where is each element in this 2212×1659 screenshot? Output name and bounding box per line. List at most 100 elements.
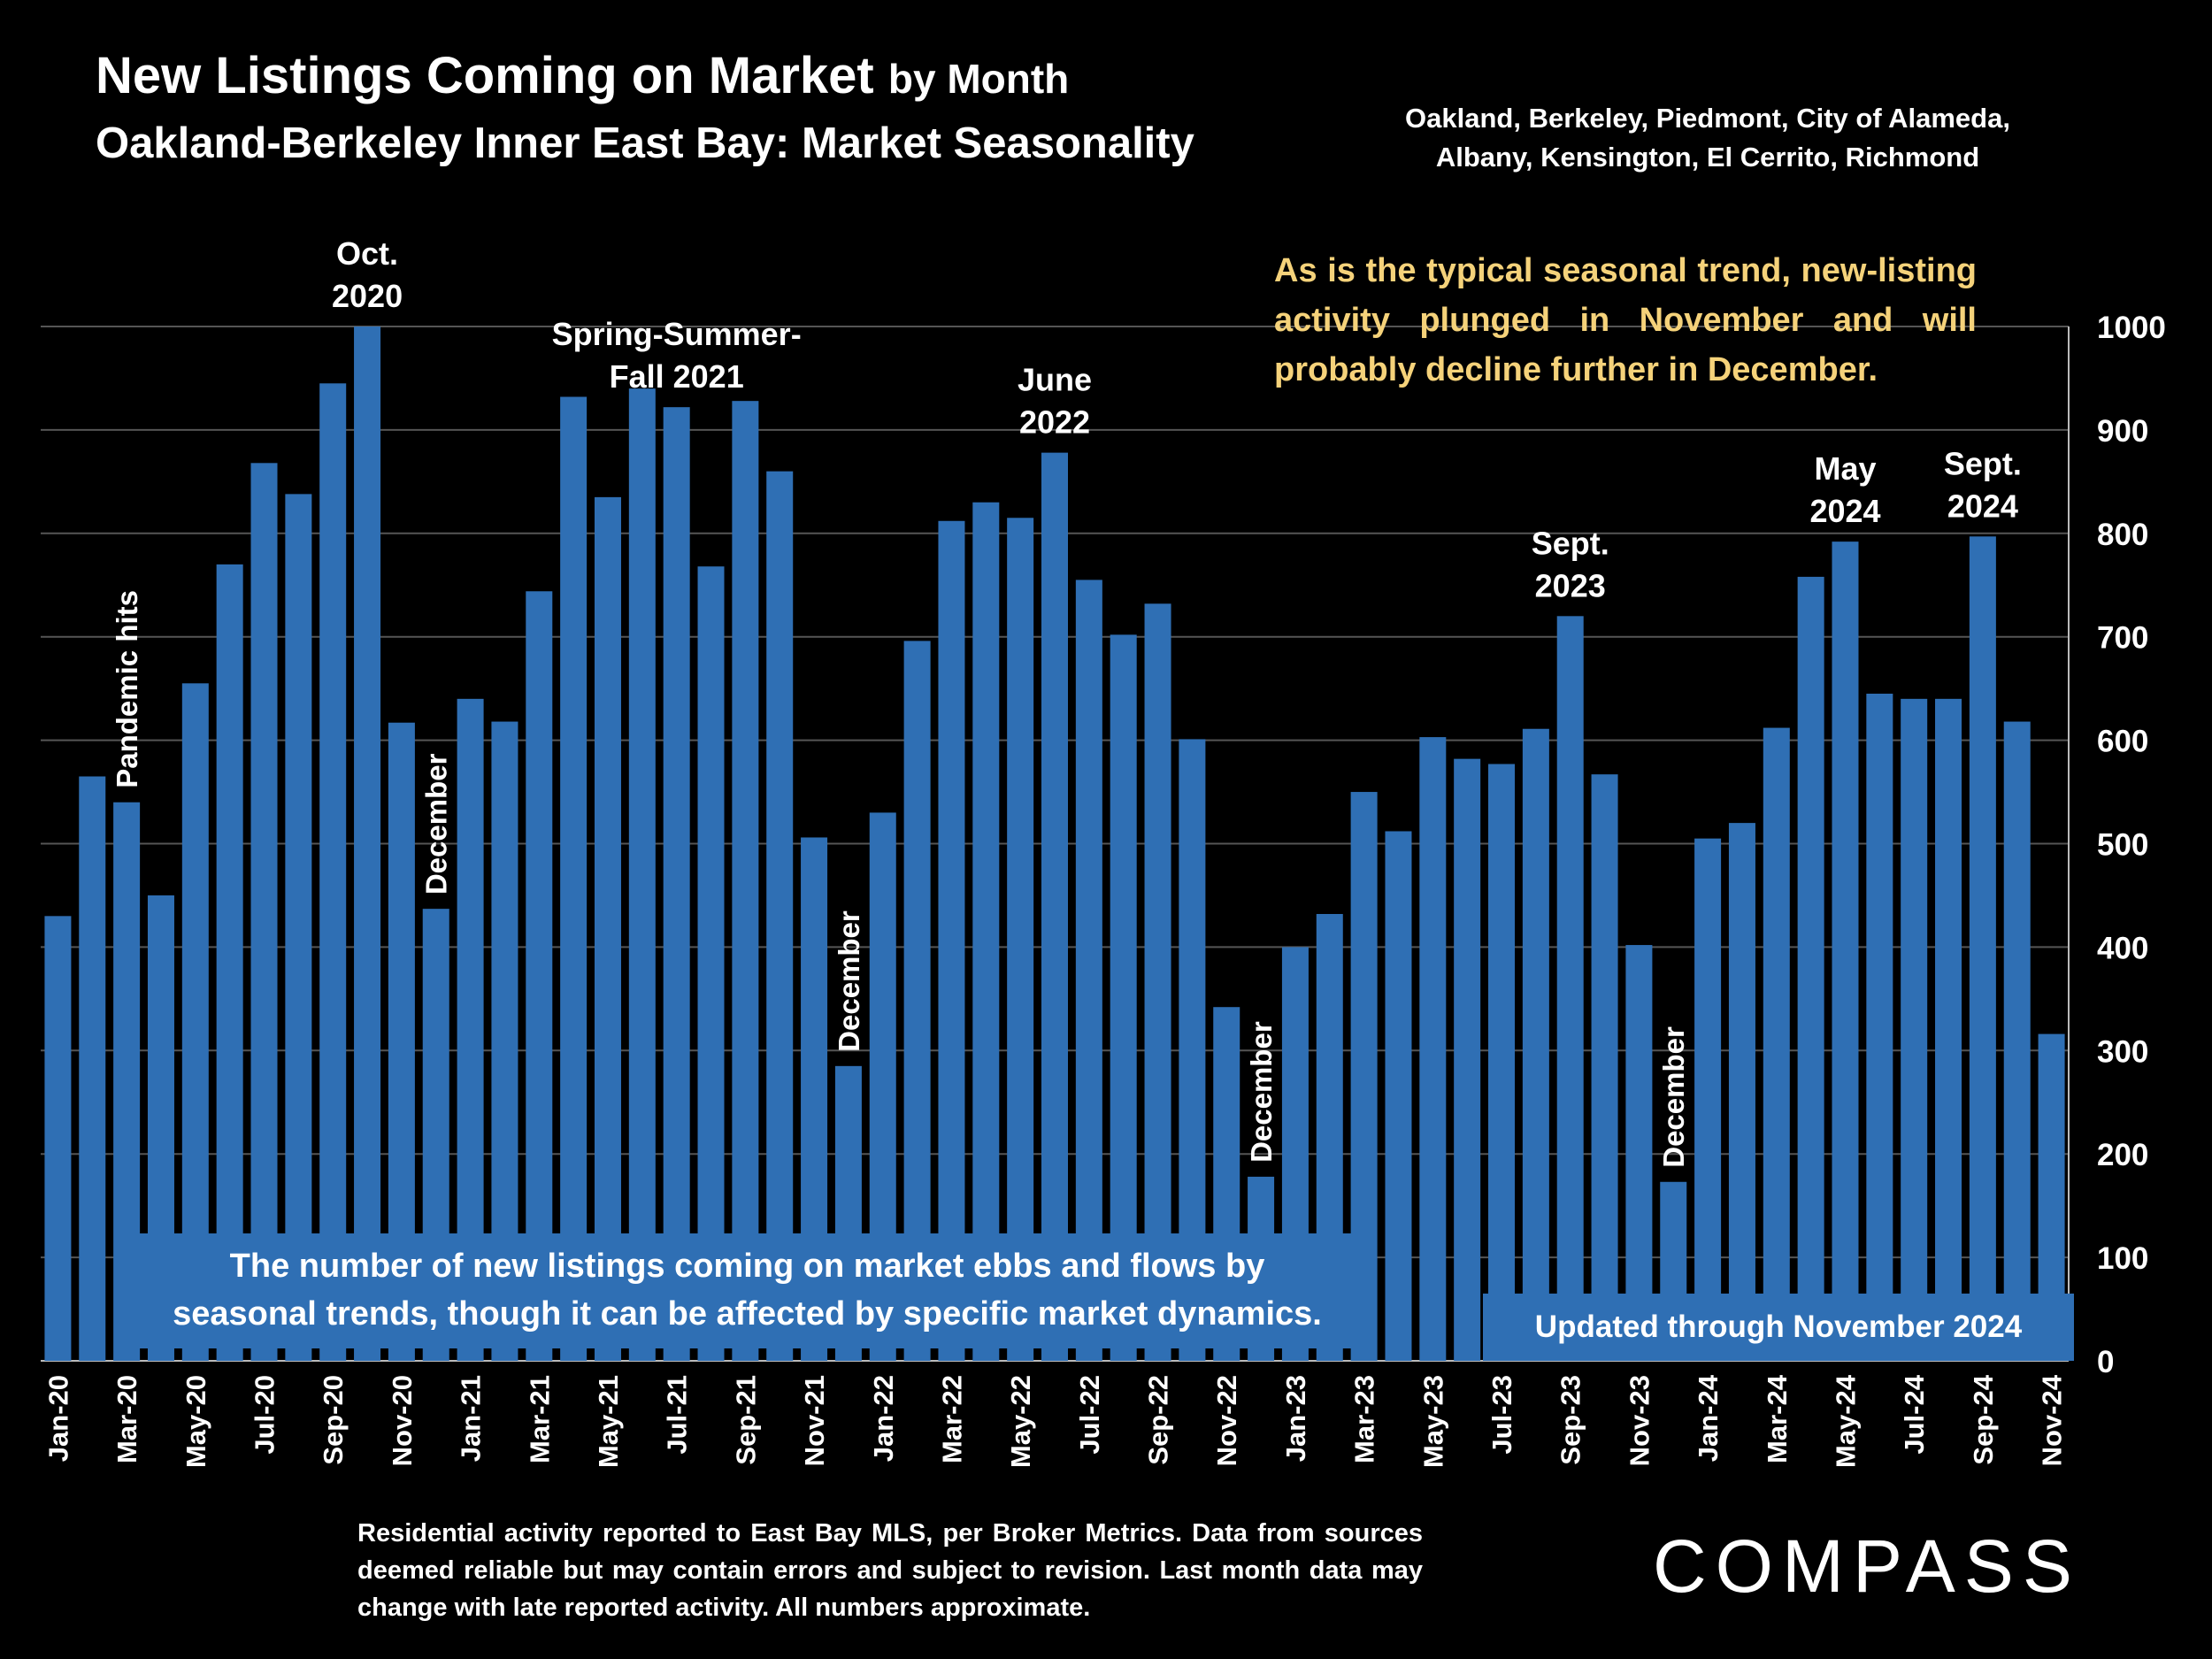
x-tick-label: Nov-21 (799, 1375, 830, 1466)
bar (1935, 698, 1962, 1361)
x-tick-label: Jul-23 (1486, 1375, 1517, 1455)
x-tick-label: Jan-22 (868, 1375, 899, 1462)
x-tick-label: Jul-24 (1899, 1374, 1930, 1454)
bar (766, 471, 794, 1361)
x-tick-label: Mar-23 (1349, 1375, 1380, 1463)
bar (1488, 764, 1516, 1361)
x-tick-label: Nov-20 (387, 1375, 418, 1466)
bar (2003, 721, 2031, 1361)
bar-annotation: Pandemic hits (111, 590, 143, 788)
x-tick-label: Sep-23 (1555, 1375, 1586, 1465)
x-tick-label: Nov-23 (1624, 1375, 1655, 1466)
y-tick-label: 400 (2097, 931, 2148, 965)
seasonal-note-box: The number of new listings coming on mar… (140, 1233, 1355, 1348)
bar (79, 776, 106, 1361)
bar (1763, 727, 1790, 1361)
bar (1419, 737, 1447, 1361)
x-tick-label: May-20 (180, 1375, 211, 1468)
x-tick-label: Mar-22 (936, 1375, 967, 1463)
x-tick-label: May-22 (1005, 1375, 1036, 1468)
bar (1866, 693, 1893, 1361)
bar (1350, 792, 1378, 1361)
bar (1075, 580, 1102, 1361)
bar (1694, 838, 1722, 1361)
source-footnote: Residential activity reported to East Ba… (357, 1519, 1423, 1622)
y-tick-label: 300 (2097, 1034, 2148, 1069)
y-tick-label: 200 (2097, 1138, 2148, 1172)
chart-title-suffix: by Month (887, 56, 1070, 102)
y-tick-label: 900 (2097, 414, 2148, 449)
x-tick-label: Mar-24 (1762, 1374, 1793, 1463)
chart-title: New Listings Coming on Market by Month (96, 46, 1069, 105)
bar (319, 383, 347, 1361)
x-tick-label: Sep-24 (1968, 1374, 1999, 1464)
bar (628, 388, 656, 1361)
bar (526, 591, 553, 1361)
region-line-2: Albany, Kensington, El Cerrito, Richmond (1435, 142, 1980, 173)
bar (1556, 616, 1584, 1361)
bar-annotation: 2023 (1535, 567, 1606, 603)
bar (972, 502, 1000, 1361)
bar (697, 566, 725, 1361)
bar (1454, 758, 1481, 1361)
x-tick-label: Mar-21 (524, 1375, 555, 1463)
x-tick-label: Mar-20 (111, 1375, 142, 1463)
bar (1041, 452, 1068, 1361)
bar-annotation: December (1657, 1026, 1690, 1168)
bar-annotation: Spring-Summer- (552, 316, 802, 352)
x-tick-label: Nov-24 (2037, 1374, 2068, 1466)
bar-annotation: Fall 2021 (610, 358, 744, 395)
x-tick-label: Jul-21 (662, 1375, 693, 1455)
bar (354, 326, 381, 1361)
bar-annotation: Oct. (336, 235, 398, 272)
bar (1797, 576, 1824, 1361)
bar (663, 407, 690, 1361)
chart-subtitle: Oakland-Berkeley Inner East Bay: Market … (96, 119, 1194, 167)
bar (594, 496, 621, 1361)
x-tick-label: Sep-22 (1143, 1375, 1174, 1465)
bar (560, 396, 588, 1362)
note-line-2: seasonal trends, though it can be affect… (173, 1295, 1322, 1333)
bar-annotation: December (833, 910, 865, 1052)
region-line-1: Oakland, Berkeley, Piedmont, City of Ala… (1405, 103, 2010, 134)
y-tick-label: 800 (2097, 518, 2148, 552)
bar (113, 802, 141, 1361)
bar (250, 463, 278, 1361)
bar-annotation: 2020 (332, 278, 403, 314)
bar (732, 401, 759, 1362)
bar (285, 494, 312, 1361)
updated-through-badge: Updated through November 2024 (1483, 1294, 2074, 1361)
x-tick-label: May-21 (593, 1375, 624, 1468)
x-tick-label: Nov-22 (1211, 1375, 1242, 1466)
note-line-1: The number of new listings coming on mar… (229, 1248, 1265, 1285)
bar (44, 916, 72, 1361)
seasonal-callout: As is the typical seasonal trend, new-li… (1274, 252, 1977, 388)
bar-annotation: June (1018, 362, 1092, 398)
compass-logo: COMPASS (1653, 1525, 2081, 1608)
bar-annotation: 2022 (1019, 404, 1090, 441)
bar (1832, 541, 1859, 1361)
bar-annotation: Sept. (1944, 445, 2022, 481)
x-tick-label: Jan-23 (1280, 1375, 1311, 1462)
x-tick-label: Jan-21 (456, 1375, 487, 1462)
bar-annotation: 2024 (1947, 488, 2018, 524)
bar (1901, 698, 1928, 1361)
bar (1591, 774, 1618, 1361)
region-list: Oakland, Berkeley, Piedmont, City of Ala… (1327, 99, 2088, 177)
chart-title-main: New Listings Coming on Market (96, 47, 874, 104)
bar (1385, 831, 1412, 1361)
bar-annotation: December (420, 753, 453, 895)
x-tick-label: Jul-20 (250, 1375, 280, 1455)
x-tick-label: Jul-22 (1074, 1375, 1105, 1455)
y-tick-label: 0 (2097, 1345, 2114, 1379)
bar (938, 520, 965, 1361)
x-tick-label: Sep-20 (318, 1375, 349, 1465)
bar (1625, 945, 1653, 1361)
bar-annotation: December (1245, 1021, 1278, 1163)
x-tick-label: Sep-21 (730, 1375, 761, 1465)
bar (216, 564, 243, 1361)
x-tick-label: Jan-20 (42, 1375, 73, 1462)
bar (1728, 823, 1755, 1361)
y-tick-label: 500 (2097, 828, 2148, 863)
